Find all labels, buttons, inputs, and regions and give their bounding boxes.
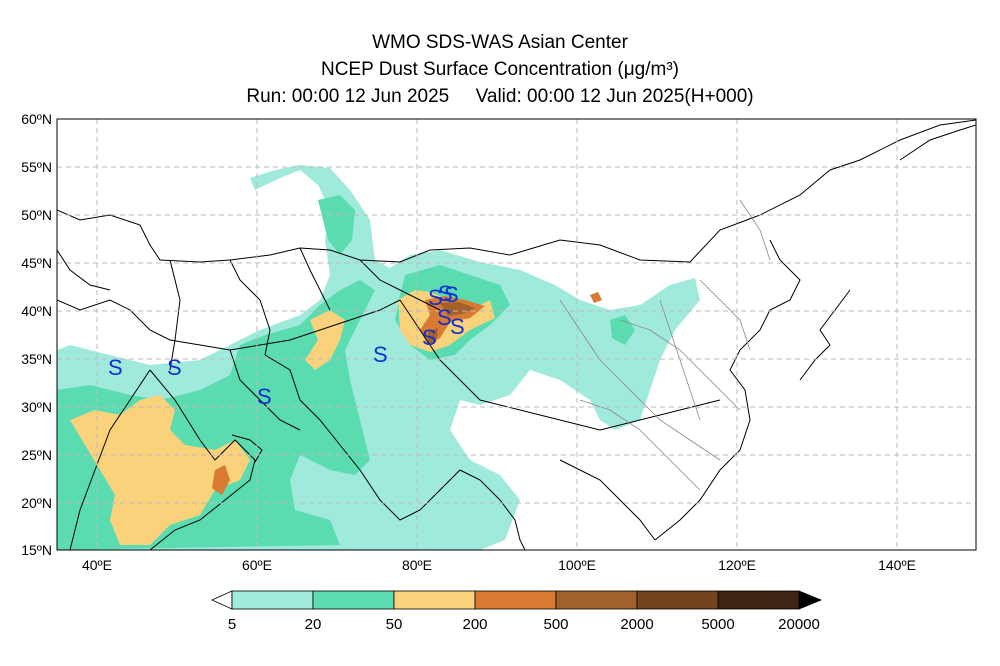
lat-tick-label: 35ºN	[21, 351, 52, 367]
map-frame	[56, 118, 977, 551]
colorbar-bin	[474, 590, 557, 610]
lat-tick-label: 45ºN	[21, 255, 52, 271]
storm-marker: S	[373, 342, 388, 367]
storm-marker: S	[428, 285, 443, 310]
colorbar	[211, 590, 823, 610]
storm-marker: S	[437, 305, 452, 330]
colorbar-bin	[312, 590, 395, 610]
storm-marker: S	[450, 314, 465, 339]
colorbar-over-arrow	[798, 590, 823, 610]
lon-tick-label: 100ºE	[558, 557, 596, 573]
colorbar-label: 20000	[778, 616, 820, 633]
lon-tick-labels: 40ºE 60ºE 80ºE 100ºE 120ºE 140ºE	[82, 557, 916, 573]
storm-marker: S	[444, 282, 459, 307]
lat-tick-label: 55ºN	[21, 159, 52, 175]
storm-marker: S	[167, 355, 182, 380]
lat-tick-label: 20ºN	[21, 495, 52, 511]
colorbar-bin	[636, 590, 719, 610]
lat-tick-label: 60ºN	[21, 111, 52, 127]
storm-marker: S	[438, 281, 453, 306]
colorbar-label: 5000	[701, 616, 734, 633]
dust-concentration-field	[57, 165, 700, 550]
band-500-2000	[428, 302, 475, 344]
lat-tick-label: 40ºN	[21, 303, 52, 319]
lon-tick-label: 80ºE	[402, 557, 432, 573]
colorbar-label: 50	[386, 616, 403, 633]
province-lines	[559, 199, 771, 491]
storm-marker: S	[422, 325, 437, 350]
lon-tick-label: 40ºE	[82, 557, 112, 573]
dust-storm-markers: S S S S S S S S S S	[108, 281, 465, 409]
colorbar-label: 20	[305, 616, 322, 633]
lat-tick-label: 25ºN	[21, 447, 52, 463]
colorbar-label: 2000	[620, 616, 653, 633]
coastlines	[57, 119, 976, 550]
lat-tick-label: 15ºN	[21, 542, 52, 558]
title-line-3: Run: 00:00 12 Jun 2025 Valid: 00:00 12 J…	[246, 86, 754, 107]
title-line-1: WMO SDS-WAS Asian Center	[372, 32, 628, 53]
storm-marker: S	[108, 355, 123, 380]
colorbar-bin	[231, 590, 314, 610]
colorbar-labels: 5 20 50 200 500 2000 5000 20000	[228, 616, 820, 633]
colorbar-bin	[555, 590, 638, 610]
colorbar-label: 5	[228, 616, 236, 633]
colorbar-bin	[717, 590, 800, 610]
lat-tick-label: 30ºN	[21, 399, 52, 415]
title-line-2: NCEP Dust Surface Concentration (μg/m³)	[320, 59, 679, 80]
lon-tick-label: 140ºE	[878, 557, 916, 573]
lon-tick-label: 120ºE	[718, 557, 756, 573]
colorbar-label: 500	[543, 616, 568, 633]
colorbar-under-arrow	[211, 590, 233, 610]
lon-tick-label: 60ºE	[242, 557, 272, 573]
storm-marker: S	[257, 384, 272, 409]
lat-tick-labels: 15ºN 20ºN 25ºN 30ºN 35ºN 40ºN 45ºN 50ºN …	[21, 111, 52, 558]
colorbar-bin	[393, 590, 476, 610]
colorbar-label: 200	[462, 616, 487, 633]
lat-tick-label: 50ºN	[21, 207, 52, 223]
gridlines	[57, 119, 976, 550]
